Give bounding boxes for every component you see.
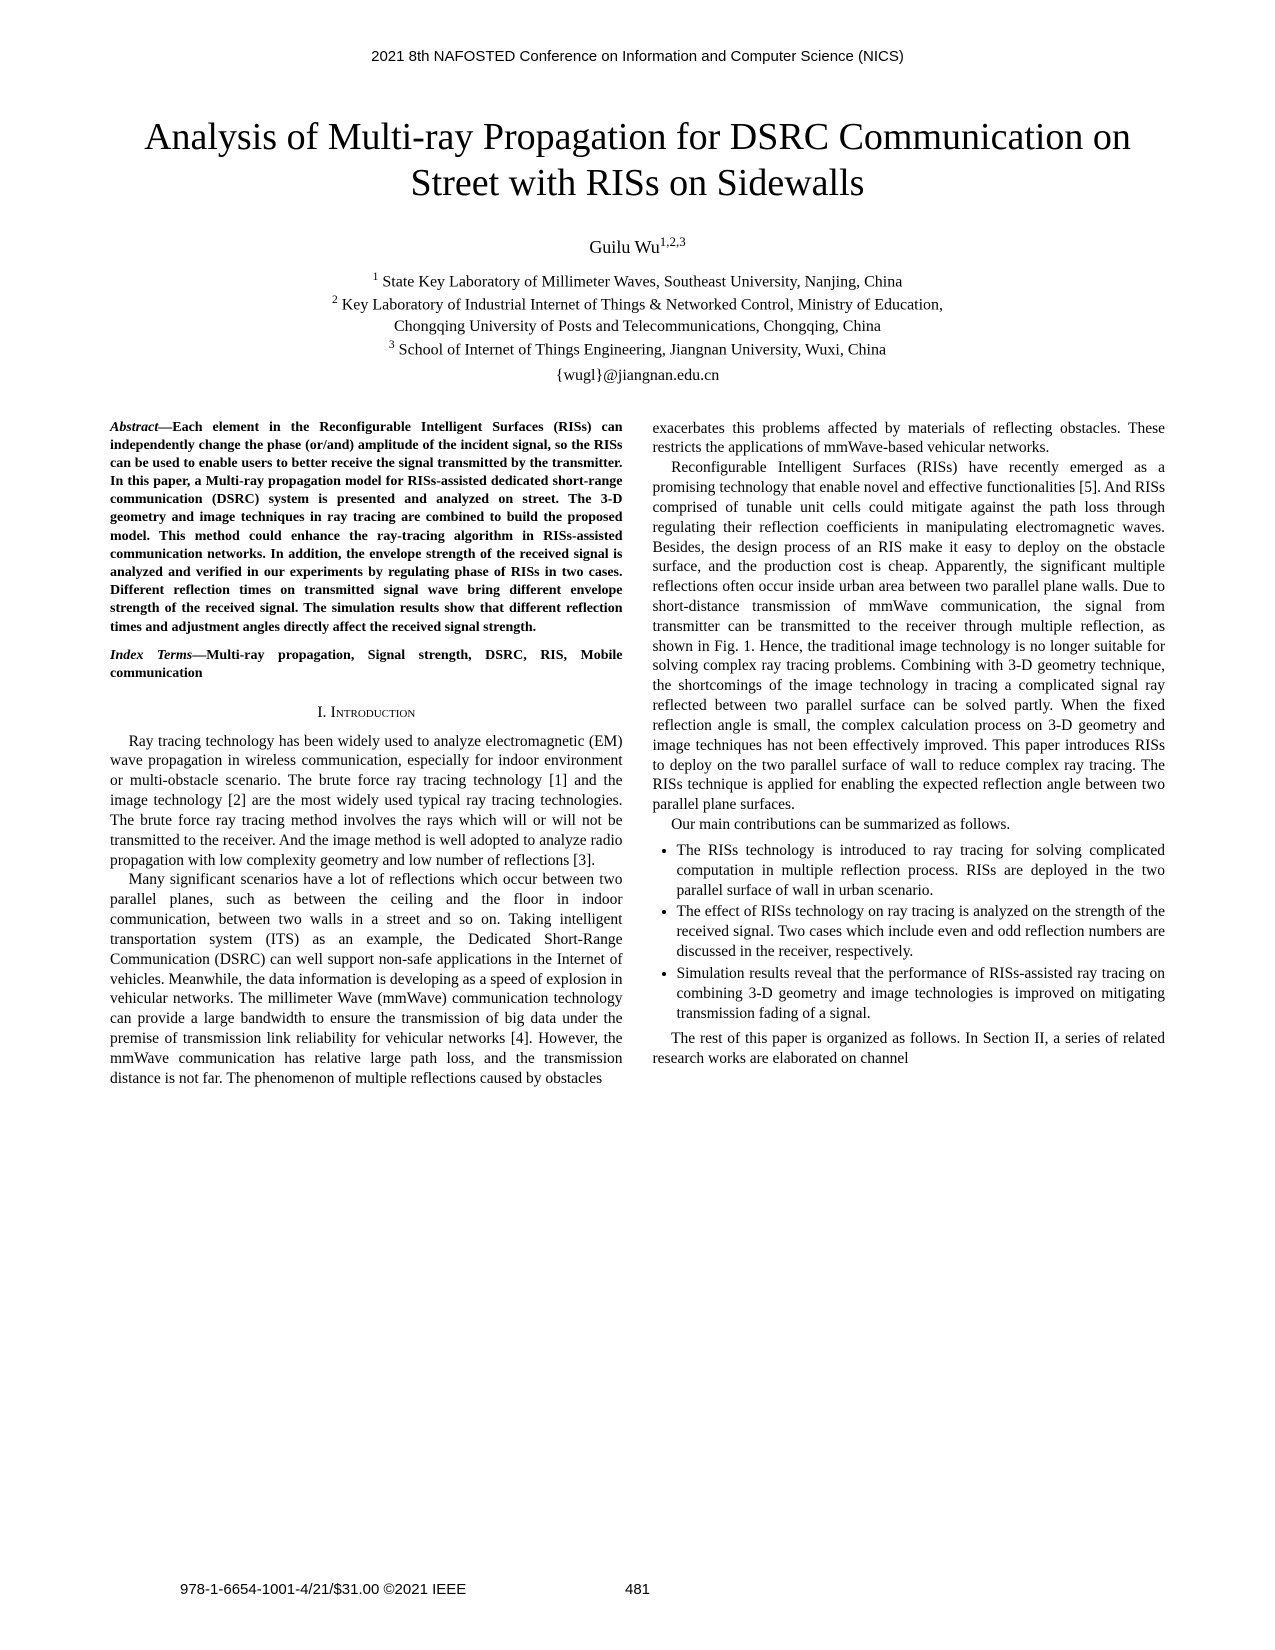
abstract-text: —Each element in the Reconfigurable Inte… — [110, 420, 623, 635]
author-email: {wugl}@jiangnan.edu.cn — [0, 367, 1275, 385]
contribution-1: The RISs technology is introduced to ray… — [677, 841, 1166, 900]
para-contrib-lead: Our main contributions can be summarized… — [653, 815, 1166, 835]
section-heading-intro: I. Introduction — [110, 703, 623, 723]
affiliations: 1 State Key Laboratory of Millimeter Wav… — [0, 270, 1275, 360]
abstract-label: Abstract — [110, 420, 158, 435]
author-name: Guilu Wu — [589, 237, 659, 257]
affiliation-3: School of Internet of Things Engineering… — [399, 341, 886, 358]
index-terms-label: Index Terms — [110, 648, 192, 663]
affiliation-1: State Key Laboratory of Millimeter Waves… — [382, 274, 902, 291]
para-intro-2: Many significant scenarios have a lot of… — [110, 870, 623, 1088]
conference-header: 2021 8th NAFOSTED Conference on Informat… — [0, 0, 1275, 95]
left-column: Abstract—Each element in the Reconfigura… — [110, 419, 623, 1089]
author-affil-sup: 1,2,3 — [660, 234, 686, 249]
contribution-2: The effect of RISs technology on ray tra… — [677, 902, 1166, 961]
para-intro-2-cont: exacerbates this problems affected by ma… — [653, 419, 1166, 459]
abstract: Abstract—Each element in the Reconfigura… — [110, 419, 623, 637]
paper-body: Abstract—Each element in the Reconfigura… — [0, 419, 1275, 1089]
paper-title: Analysis of Multi-ray Propagation for DS… — [120, 115, 1155, 206]
contributions-list: The RISs technology is introduced to ray… — [653, 841, 1166, 1023]
contribution-3: Simulation results reveal that the perfo… — [677, 964, 1166, 1023]
affiliation-2a: Key Laboratory of Industrial Internet of… — [342, 296, 943, 313]
para-outline: The rest of this paper is organized as f… — [653, 1029, 1166, 1069]
author-block: Guilu Wu1,2,3 — [0, 234, 1275, 258]
index-terms: Index Terms—Multi-ray propagation, Signa… — [110, 647, 623, 683]
right-column: exacerbates this problems affected by ma… — [653, 419, 1166, 1089]
page-number: 481 — [0, 1581, 1275, 1598]
affiliation-2b: Chongqing University of Posts and Teleco… — [394, 318, 881, 335]
para-ris: Reconfigurable Intelligent Surfaces (RIS… — [653, 458, 1166, 815]
para-intro-1: Ray tracing technology has been widely u… — [110, 732, 623, 871]
